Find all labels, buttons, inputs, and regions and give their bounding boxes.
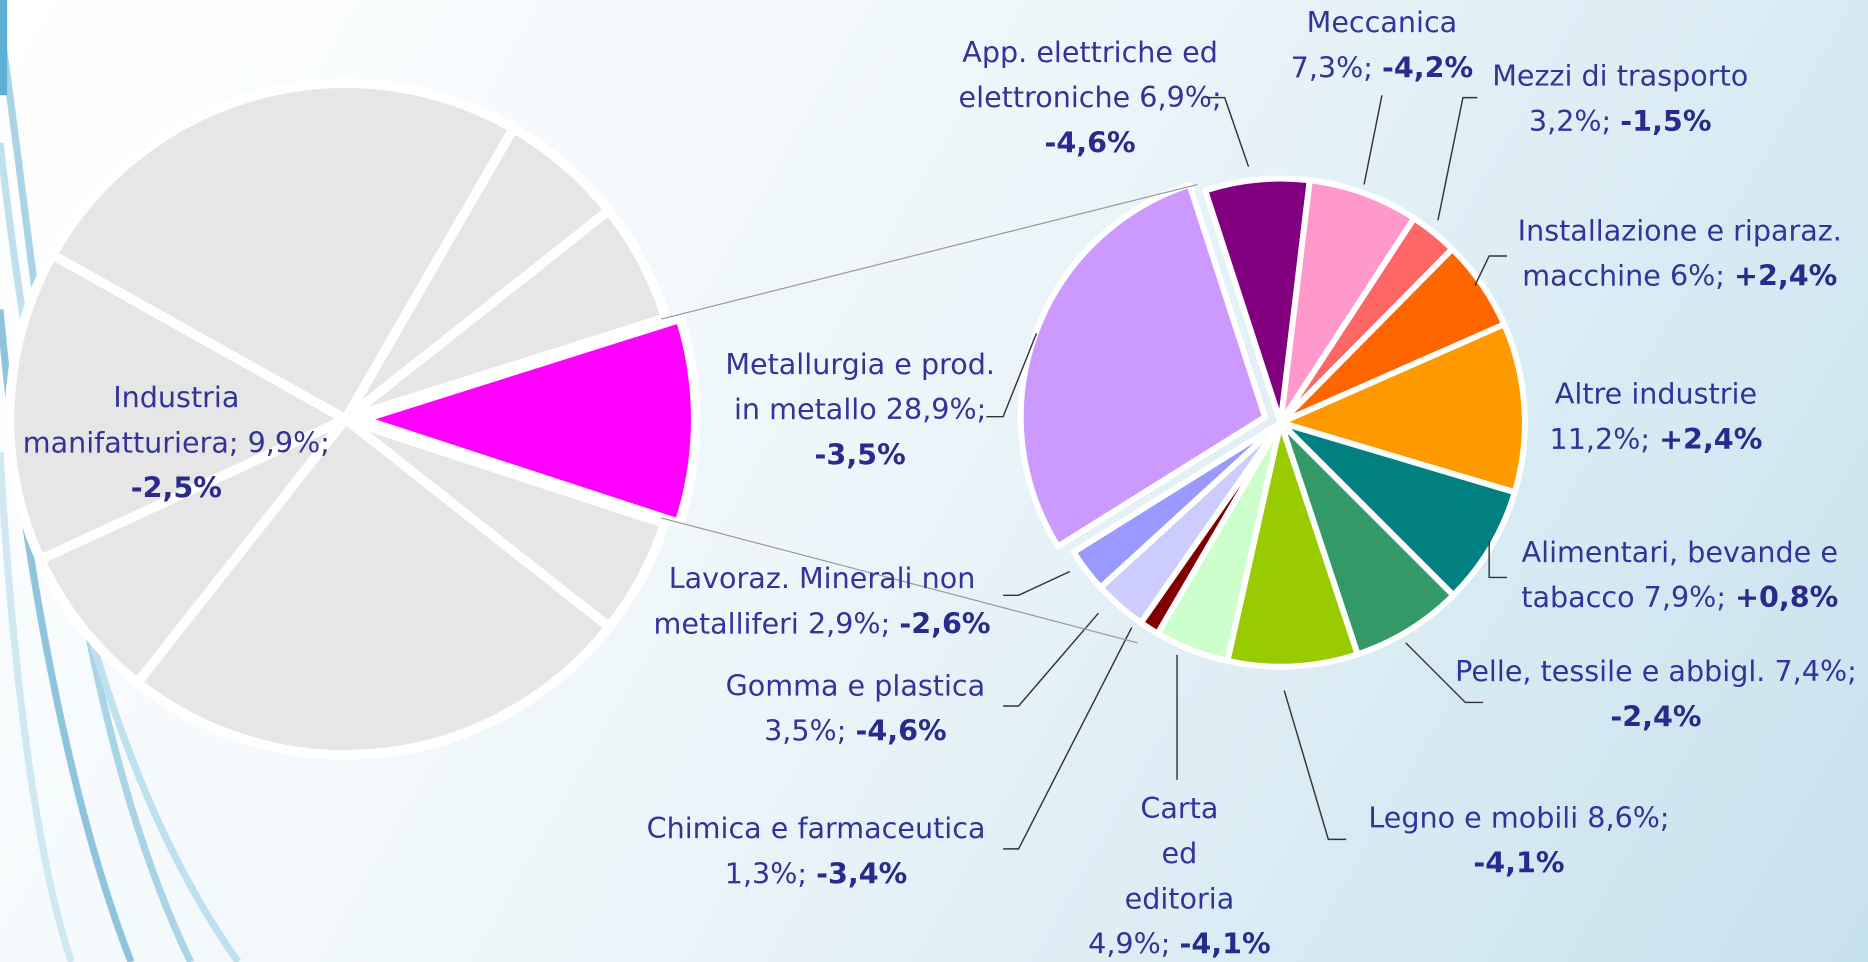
data-label: Mezzi di trasporto 3,2%; -1,5% [1462,54,1778,144]
leader-line [1205,96,1250,167]
data-label: Metallurgia e prod. in metallo 28,9%; -3… [720,342,1000,478]
category-label: Industria manifatturiera; [22,380,240,460]
change-label: -4,6% [1044,126,1136,160]
change-label: -4,1% [1473,846,1565,880]
data-label: Installazione e riparaz. macchine 6%; +2… [1474,208,1868,298]
decor-curve [0,452,75,962]
change-label: +0,8% [1735,581,1839,615]
data-label: Alimentari, bevande e tabacco 7,9%; +0,8… [1495,530,1864,620]
pie-slice [1277,419,1518,599]
data-label: Meccanica 7,3%; -4,2% [1278,0,1486,90]
decor-bar [0,0,8,96]
category-label: Metallurgia e prod. in metallo [725,347,995,427]
category-label: Alimentari, bevande e tabacco [1521,535,1838,615]
pie-slice [1017,181,1268,550]
pie-slice [355,313,701,529]
pie-slice [47,78,519,424]
value-label: 7,3%; [1290,51,1373,85]
pie-slice [1070,419,1284,591]
pie-slice [1224,419,1361,670]
change-label: +2,4% [1734,259,1838,293]
category-label: Meccanica [1306,5,1458,40]
value-label: 6,9%; [1139,80,1222,115]
change-label: -4,1% [1179,927,1271,961]
data-label: App. elettriche ed elettroniche 6,9%; -4… [956,30,1224,166]
change-label: -1,5% [1620,104,1712,139]
value-label: 9,9%; [247,426,330,460]
value-label: 3,5%; [764,714,847,748]
data-label: Lavoraz. Minerali non metalliferi 2,9%; … [628,556,1015,646]
value-label: 2,9%; [807,607,891,641]
value-label: 6%; [1669,259,1725,293]
data-label: Industria manifatturiera; 9,9%; -2,5% [4,375,349,511]
change-label: -3,4% [816,857,908,891]
category-label: Chimica e farmaceutica [646,811,986,846]
leader-line [1283,690,1347,841]
pie-slice [1277,321,1528,496]
value-label: 8,6%; [1587,801,1670,835]
value-label: 28,9%; [885,392,987,427]
leader-line [1003,570,1071,597]
value-label: 4,9%; [1088,927,1171,961]
value-label: 11,2%; [1549,422,1650,456]
data-label: Gomma e plastica 3,5%; -4,6% [715,663,995,753]
value-label: 7,4%; [1774,654,1857,689]
leader-line [1474,255,1508,287]
leader-line [1003,627,1133,850]
connector-line [661,183,1198,320]
category-label: Lavoraz. Minerali non metalliferi [653,561,976,641]
category-label: Legno e mobili [1368,801,1579,835]
category-label: Altre industrie [1554,377,1758,411]
value-label: 1,3%; [724,857,808,891]
data-label: Carta ed editoria 4,9%; -4,1% [1078,786,1281,962]
change-label: -2,4% [1610,700,1702,734]
pie-slice [132,414,614,760]
change-label: +2,4% [1659,422,1763,456]
change-label: -3,5% [814,438,906,472]
change-label: -2,5% [130,471,222,505]
leader-line [986,333,1038,418]
category-label: Mezzi di trasporto [1492,59,1749,93]
leader-line [1363,95,1383,185]
leader-line [1405,642,1484,704]
leader-line [1003,612,1099,707]
value-label: 7,9%; [1643,581,1726,615]
leader-line [1488,541,1508,579]
pie-slice [4,250,351,565]
pie-slice [340,205,671,424]
category-label: Installazione e riparaz. macchine [1517,214,1842,293]
category-label: Carta ed editoria [1124,791,1235,916]
change-label: -4,6% [855,714,947,748]
category-label: Gomma e plastica [725,669,986,703]
data-label: Chimica e farmaceutica 1,3%; -3,4% [628,806,1003,896]
pie-slice [35,414,351,688]
connector-line [661,517,1138,644]
data-label: Pelle, tessile e abbigl. 7,4%; -2,4% [1450,649,1861,739]
data-label: Legno e mobili 8,6%; -4,1% [1346,795,1691,885]
category-label: App. elettriche ed elettroniche [958,35,1218,115]
category-label: Pelle, tessile e abbigl. [1455,654,1766,689]
data-label: Altre industrie 11,2%; +2,4% [1522,371,1790,461]
change-label: -2,6% [899,607,991,641]
value-label: 3,2%; [1528,104,1612,139]
leader-line [1437,96,1478,221]
change-label: -4,2% [1382,51,1474,85]
